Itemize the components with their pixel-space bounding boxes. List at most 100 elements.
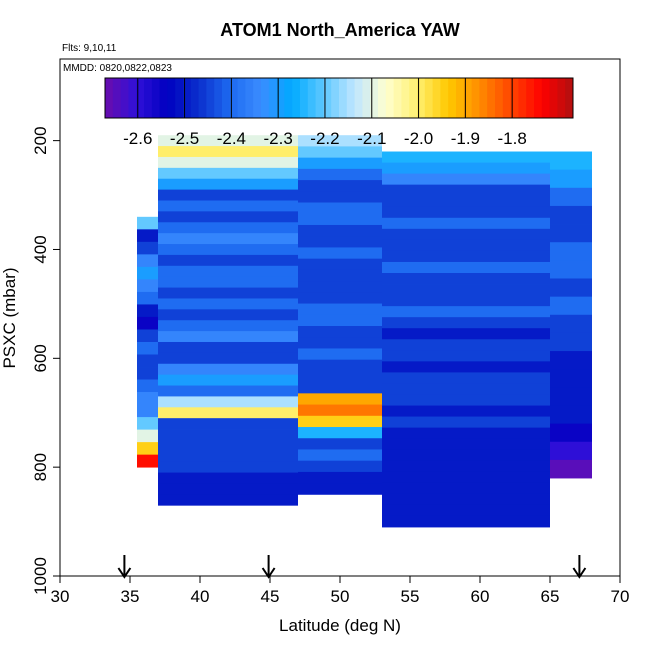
heatmap-cell — [158, 396, 298, 408]
heatmap-cell — [298, 314, 382, 327]
x-tick-label: 55 — [401, 587, 420, 606]
heatmap-cell — [158, 233, 298, 245]
heatmap-cell — [158, 135, 298, 147]
heatmap-cell — [298, 393, 382, 405]
y-tick-label: 800 — [31, 453, 50, 481]
heatmap-cell — [298, 438, 382, 450]
colorbar-swatch — [409, 78, 418, 118]
heatmap-cell — [550, 369, 592, 388]
heatmap-cell — [298, 483, 382, 495]
colorbar-swatch — [237, 78, 246, 118]
colorbar-swatch — [128, 78, 137, 118]
heatmap-cell — [158, 483, 298, 495]
colorbar-swatch — [144, 78, 153, 118]
heatmap-cell — [158, 254, 298, 267]
y-tick-label: 400 — [31, 235, 50, 263]
heatmap-cell — [158, 265, 298, 278]
x-axis-label: Latitude (deg N) — [279, 616, 401, 635]
heatmap-cell — [298, 146, 382, 159]
heatmap-cell — [158, 178, 298, 191]
colorbar-swatch — [510, 78, 519, 118]
colorbar-swatch — [167, 78, 176, 118]
colorbar-swatch — [268, 78, 278, 118]
colorbar-swatch — [495, 78, 504, 118]
heatmap-cell — [298, 168, 382, 181]
colorbar-swatch — [518, 78, 527, 118]
heatmap-cell — [158, 167, 298, 180]
heatmap-cell — [382, 195, 550, 208]
x-tick-label: 30 — [51, 587, 70, 606]
flights-annotation: Flts: 9,10,11 — [62, 43, 117, 54]
colorbar-tick-label: -2.0 — [404, 129, 433, 148]
heatmap-cell — [158, 407, 298, 419]
heatmap-cell — [382, 184, 550, 197]
heatmap-cell — [550, 169, 592, 189]
colorbar-swatch — [307, 78, 317, 118]
colorbar-swatch — [557, 78, 566, 118]
heatmap-cell — [158, 352, 298, 365]
heatmap-cell — [382, 217, 550, 230]
heatmap-cell — [158, 331, 298, 343]
colorbar-tick-label: -2.4 — [217, 129, 246, 148]
heatmap-cells — [137, 135, 592, 528]
colorbar-swatch — [401, 78, 410, 118]
heatmap-cell — [382, 515, 550, 528]
heatmap-cell — [550, 332, 592, 352]
dates-annotation: MMDD: 0820,0822,0823 — [63, 63, 172, 74]
x-tick-label: 40 — [191, 587, 210, 606]
colorbar-swatch — [276, 78, 285, 118]
heatmap-cell — [550, 278, 592, 298]
heatmap-cell — [298, 247, 382, 260]
heatmap-cell — [382, 438, 550, 451]
colorbar-swatch — [471, 78, 480, 118]
heatmap-cell — [298, 157, 382, 170]
colorbar-tick-label: -2.6 — [123, 129, 152, 148]
heatmap-cell — [382, 328, 550, 340]
chart-title: ATOM1 North_America YAW — [220, 20, 459, 40]
colorbar-swatch — [300, 78, 309, 118]
heatmap-cell — [158, 276, 298, 288]
latitude-arrow-head — [572, 567, 587, 579]
colorbar-swatch — [159, 78, 168, 118]
heatmap-cell — [298, 303, 382, 316]
heatmap-cell — [298, 471, 382, 484]
heatmap-cell — [382, 350, 550, 362]
heatmap-cell — [382, 482, 550, 495]
colorbar-tick-label: -2.1 — [357, 129, 386, 148]
heatmap-cell — [158, 320, 298, 332]
heatmap-cell — [550, 314, 592, 334]
colorbar-swatch — [385, 78, 395, 118]
heatmap-cell — [298, 348, 382, 361]
colorbar-tick-label: -2.3 — [264, 129, 293, 148]
colorbar-swatch — [151, 78, 161, 118]
colorbar-swatch — [448, 78, 457, 118]
colorbar-swatch — [245, 78, 254, 118]
heatmap-cell — [158, 418, 298, 430]
heatmap-cell — [298, 460, 382, 473]
heatmap-cell — [158, 189, 298, 201]
colorbar-swatch — [339, 78, 348, 118]
heatmap-cell — [158, 341, 298, 354]
x-tick-label: 70 — [611, 587, 630, 606]
heatmap-cell — [298, 415, 382, 428]
heatmap-cell — [382, 471, 550, 484]
heatmap-cell — [298, 213, 382, 226]
colorbar-swatch — [549, 78, 558, 118]
colorbar-swatch — [284, 78, 293, 118]
heatmap-cell — [382, 261, 550, 274]
colorbar-swatch — [261, 78, 270, 118]
heatmap-cell — [158, 363, 298, 376]
colorbar-swatch — [370, 78, 379, 118]
colorbar-swatch — [378, 78, 387, 118]
colorbar-swatch — [502, 78, 512, 118]
heatmap-cell — [550, 242, 592, 261]
y-axis-label: PSXC (mbar) — [0, 267, 19, 368]
colorbar-swatch — [253, 78, 262, 118]
latitude-arrow-head — [117, 567, 132, 579]
heatmap-cell — [298, 258, 382, 271]
colorbar-swatch — [526, 78, 535, 118]
heatmap-cell — [158, 385, 298, 397]
colorbar-tick-label: -1.8 — [498, 129, 527, 148]
x-tick-label: 60 — [471, 587, 490, 606]
